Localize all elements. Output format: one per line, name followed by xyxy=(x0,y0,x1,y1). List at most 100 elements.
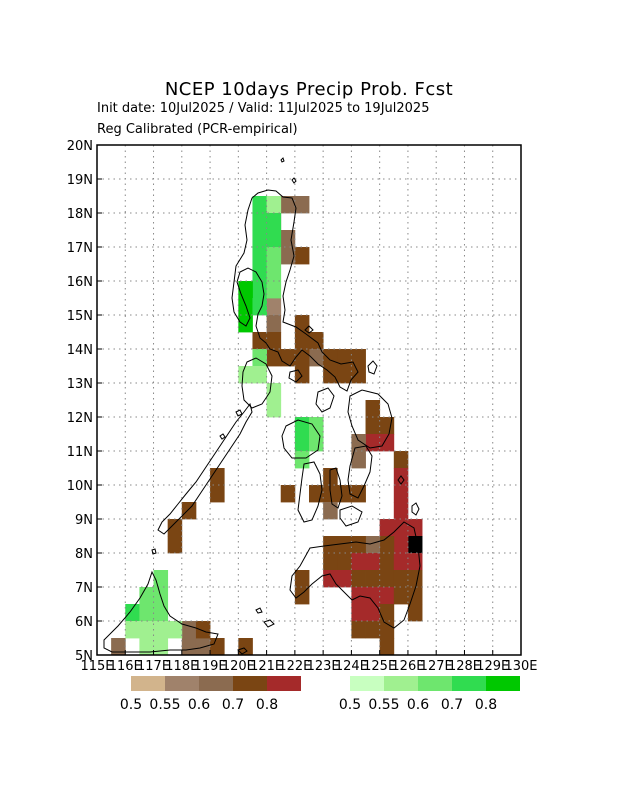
dry-cell-18 xyxy=(337,349,352,367)
dry-cell-42 xyxy=(407,519,423,537)
wet-legend-swatch-2 xyxy=(418,676,452,691)
dry-cell-62 xyxy=(393,570,409,588)
wet-cell-20 xyxy=(266,400,282,418)
dry-cell-28 xyxy=(351,434,366,452)
wet-cell-7 xyxy=(266,247,282,265)
chart-title: NCEP 10days Precip Prob. Fcst xyxy=(165,79,453,100)
wet-cell-37 xyxy=(153,638,169,656)
y-tick-label-6: 6N xyxy=(75,615,93,630)
dry-cell-25 xyxy=(379,417,395,435)
dry-cell-90 xyxy=(210,638,225,656)
y-tick-label-18: 18N xyxy=(67,207,93,222)
y-tick-label-8: 8N xyxy=(75,547,93,562)
y-tick-label-14: 14N xyxy=(67,343,93,358)
dry-cell-82 xyxy=(210,485,225,503)
dry-cell-77 xyxy=(294,570,310,588)
wet-cell-30 xyxy=(139,604,154,622)
dry-cell-27 xyxy=(379,434,395,452)
dry-cell-70 xyxy=(365,604,381,622)
dry-cell-45 xyxy=(379,536,395,554)
x-tick-label-129: 129E xyxy=(476,659,509,674)
dry-cell-12 xyxy=(280,349,296,367)
wet-cell-35 xyxy=(167,621,183,639)
axis-ticks: 115E116E117E118E119E120E121E122E123E124E… xyxy=(67,139,538,674)
dry-cell-64 xyxy=(351,587,366,605)
dry-cell-63 xyxy=(407,570,423,588)
dry-cell-30 xyxy=(393,451,409,469)
wet-cell-17 xyxy=(238,366,253,384)
dry-cell-46 xyxy=(365,536,381,554)
wet-cell-15 xyxy=(238,315,253,333)
x-tick-label-118: 118E xyxy=(165,659,198,674)
dry-cell-59 xyxy=(351,570,366,588)
dry-cell-83 xyxy=(181,502,197,520)
y-tick-label-15: 15N xyxy=(67,309,93,324)
x-tick-label-123: 123E xyxy=(307,659,340,674)
dry-cell-24 xyxy=(365,417,381,435)
dry-cell-71 xyxy=(379,604,395,622)
dry-cell-86 xyxy=(181,621,197,639)
dry-cell-52 xyxy=(351,553,366,571)
dry-cell-40 xyxy=(393,519,409,537)
dry-cell-8 xyxy=(294,315,310,333)
wet-legend-label-1: 0.55 xyxy=(368,697,399,713)
dry-cell-44 xyxy=(393,536,409,554)
wet-cell-8 xyxy=(252,264,267,282)
dry-cell-61 xyxy=(379,570,395,588)
wet-cell-19 xyxy=(266,383,282,401)
dry-cell-39 xyxy=(393,502,409,520)
chart-subtitle-method: Reg Calibrated (PCR-empirical) xyxy=(97,122,298,137)
dry-cell-22 xyxy=(337,366,352,384)
grid-lines xyxy=(97,145,521,655)
dry-legend-label-1: 0.55 xyxy=(149,697,180,713)
y-tick-label-12: 12N xyxy=(67,411,93,426)
dry-cell-72 xyxy=(407,604,423,622)
x-tick-label-121: 121E xyxy=(250,659,283,674)
dry-cell-65 xyxy=(365,587,381,605)
wet-cell-3 xyxy=(266,213,282,231)
dry-cell-89 xyxy=(195,621,211,639)
dry-cell-74 xyxy=(365,621,381,639)
probability-cells xyxy=(111,196,423,656)
dry-cell-69 xyxy=(351,604,366,622)
x-tick-label-126: 126E xyxy=(391,659,424,674)
dry-cell-92 xyxy=(238,638,253,656)
coastline xyxy=(103,157,421,655)
wet-cell-32 xyxy=(125,621,140,639)
wet-cell-18 xyxy=(252,366,267,384)
wet-cell-25 xyxy=(294,451,310,469)
wet-legend-swatch-4 xyxy=(486,676,520,691)
dry-legend-label-3: 0.7 xyxy=(222,697,244,713)
dry-cell-43 xyxy=(407,536,423,554)
wet-cell-29 xyxy=(125,604,140,622)
wet-legend-swatch-1 xyxy=(384,676,418,691)
x-tick-label-128: 128E xyxy=(448,659,481,674)
y-tick-label-13: 13N xyxy=(67,377,93,392)
dry-cell-17 xyxy=(323,349,338,367)
dry-cell-66 xyxy=(379,587,395,605)
dry-cell-78 xyxy=(294,587,310,605)
dry-cell-13 xyxy=(309,332,324,350)
wet-cell-33 xyxy=(139,621,154,639)
wet-cell-0 xyxy=(252,196,267,214)
wet-legend-swatch-3 xyxy=(452,676,486,691)
y-tick-label-11: 11N xyxy=(67,445,93,460)
wet-legend-label-3: 0.7 xyxy=(441,697,463,713)
dry-cell-56 xyxy=(407,553,423,571)
wet-cell-1 xyxy=(266,196,282,214)
dry-cell-81 xyxy=(210,468,225,486)
y-tick-label-19: 19N xyxy=(67,173,93,188)
dry-cell-84 xyxy=(167,519,183,537)
wet-cell-22 xyxy=(309,417,324,435)
wet-cell-12 xyxy=(238,281,253,299)
wet-cell-9 xyxy=(266,264,282,282)
wet-cell-2 xyxy=(252,213,267,231)
dry-cell-54 xyxy=(379,553,395,571)
dry-cell-53 xyxy=(365,553,381,571)
wet-legend-label-2: 0.6 xyxy=(407,697,429,713)
wet-cell-21 xyxy=(294,417,310,435)
y-tick-label-20: 20N xyxy=(67,139,93,154)
dry-cell-3 xyxy=(280,230,296,248)
dry-legend-swatch-4 xyxy=(267,676,301,691)
